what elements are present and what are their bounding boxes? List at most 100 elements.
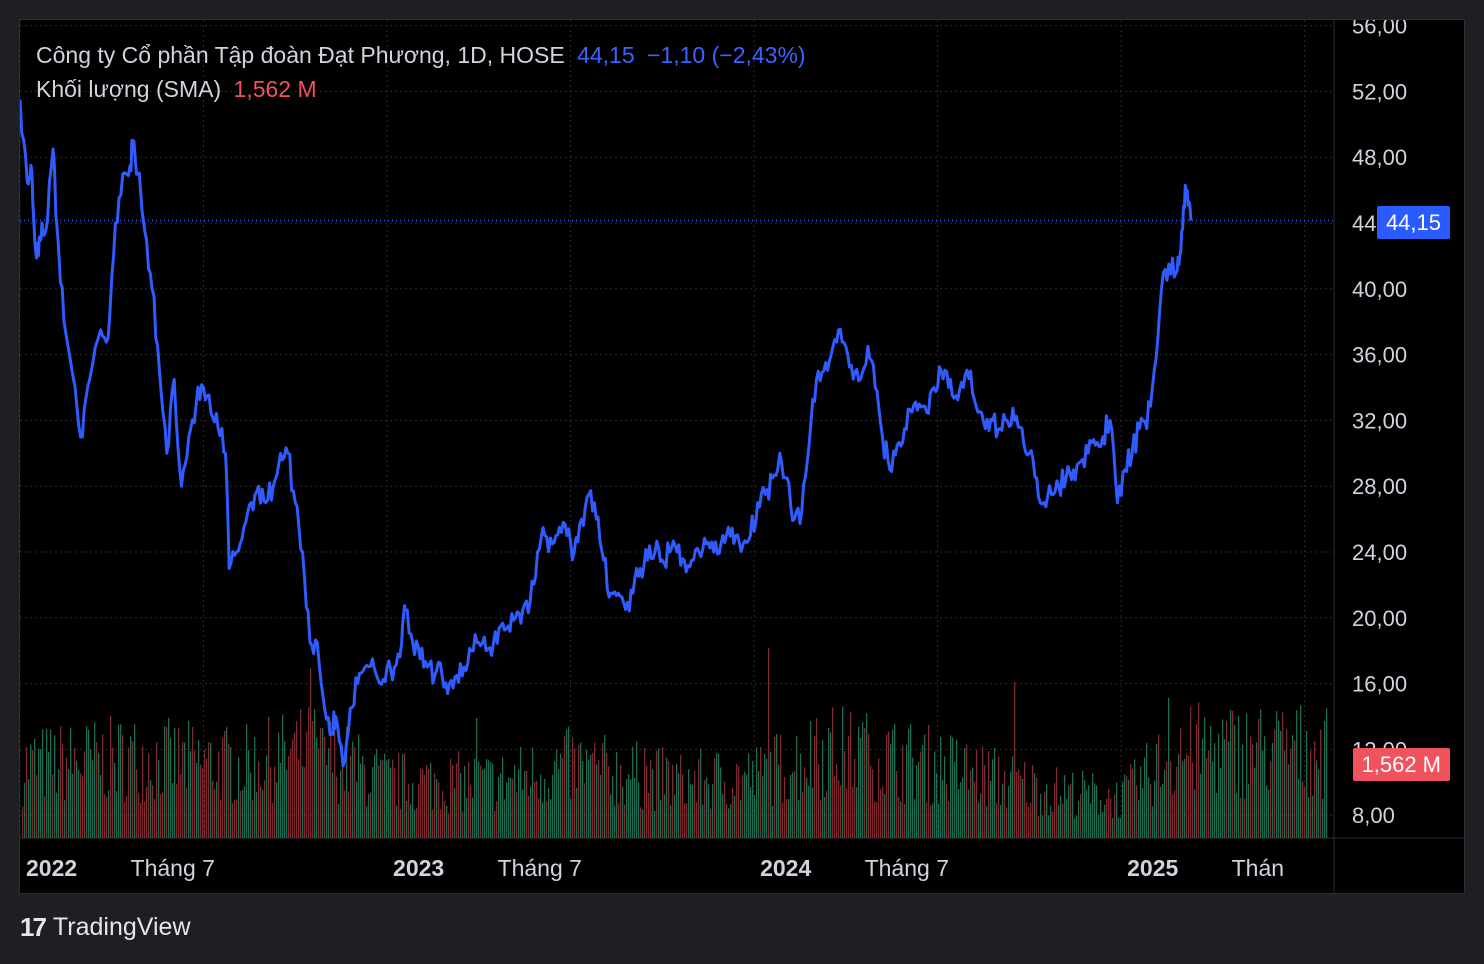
volume-bar bbox=[786, 798, 788, 838]
volume-bar bbox=[552, 774, 554, 838]
volume-bar bbox=[834, 776, 836, 838]
volume-bar bbox=[956, 739, 958, 838]
volume-bar bbox=[660, 800, 662, 838]
volume-bar bbox=[426, 764, 428, 838]
symbol-legend: Công ty Cổ phần Tập đoàn Đạt Phương, 1D,… bbox=[36, 42, 812, 69]
volume-bar bbox=[486, 759, 488, 838]
price-series-line[interactable] bbox=[20, 99, 1193, 768]
volume-bar bbox=[336, 776, 338, 838]
volume-bar bbox=[438, 782, 440, 838]
volume-bar bbox=[1050, 805, 1052, 838]
tradingview-brand[interactable]: 17 TradingView bbox=[20, 912, 191, 943]
volume-bar bbox=[804, 767, 806, 838]
volume-bar bbox=[382, 759, 384, 838]
volume-bar bbox=[1168, 698, 1170, 838]
volume-bar bbox=[780, 734, 782, 838]
volume-bar bbox=[806, 778, 808, 838]
volume-bar bbox=[942, 779, 944, 838]
volume-bar bbox=[562, 758, 564, 838]
volume-bar bbox=[410, 804, 412, 838]
last-price-badge: 44,15 bbox=[1376, 206, 1450, 239]
volume-sma-value: 1,562 M bbox=[233, 76, 317, 102]
volume-bar bbox=[1198, 702, 1200, 838]
volume-bar bbox=[1130, 763, 1132, 838]
volume-bar bbox=[1132, 768, 1134, 838]
volume-bar bbox=[718, 753, 720, 838]
volume-bar bbox=[1180, 728, 1182, 838]
volume-bar bbox=[798, 799, 800, 838]
volume-bar bbox=[452, 765, 454, 838]
volume-bar bbox=[978, 802, 980, 838]
volume-bar bbox=[430, 762, 432, 838]
volume-bar bbox=[676, 764, 678, 838]
volume-bar bbox=[1224, 739, 1226, 838]
volume-bar bbox=[744, 771, 746, 838]
volume-bar bbox=[1012, 756, 1014, 838]
volume-bar bbox=[1126, 776, 1128, 838]
volume-bar bbox=[292, 739, 294, 838]
volume-bar bbox=[192, 726, 194, 838]
volume-label[interactable]: Khối lượng (SMA) bbox=[36, 76, 222, 102]
volume-bar bbox=[246, 724, 248, 838]
volume-bar bbox=[1306, 730, 1308, 838]
volume-bar bbox=[42, 729, 44, 838]
volume-bar bbox=[694, 770, 696, 838]
volume-bar bbox=[696, 802, 698, 838]
volume-bar bbox=[812, 787, 814, 838]
volume-bar bbox=[398, 753, 400, 838]
volume-bar bbox=[932, 802, 934, 838]
volume-bar bbox=[226, 727, 228, 838]
volume-bar bbox=[128, 747, 130, 838]
volume-bar bbox=[1242, 744, 1244, 838]
volume-bar bbox=[904, 803, 906, 838]
volume-bar bbox=[204, 749, 206, 838]
volume-bar bbox=[358, 734, 360, 838]
volume-bar bbox=[546, 801, 548, 838]
volume-bar bbox=[46, 728, 48, 838]
volume-bar bbox=[1216, 792, 1218, 838]
volume-bar bbox=[1164, 769, 1166, 838]
symbol-title[interactable]: Công ty Cổ phần Tập đoàn Đạt Phương, 1D,… bbox=[36, 42, 565, 68]
volume-bar bbox=[846, 788, 848, 838]
volume-bar bbox=[1118, 817, 1120, 838]
volume-bar bbox=[196, 763, 198, 838]
volume-bar bbox=[1288, 764, 1290, 838]
volume-bar bbox=[234, 799, 236, 838]
volume-bar bbox=[1254, 767, 1256, 838]
volume-bar bbox=[1286, 729, 1288, 838]
volume-bar bbox=[498, 776, 500, 838]
volume-bar bbox=[702, 804, 704, 838]
volume-bar bbox=[282, 714, 284, 838]
volume-bar bbox=[518, 769, 520, 838]
volume-bar bbox=[520, 746, 522, 838]
volume-bar bbox=[550, 799, 552, 838]
volume-bar bbox=[346, 726, 348, 838]
volume-bar bbox=[296, 721, 298, 838]
price-chart[interactable]: 56,0052,0048,0044,0040,0036,0032,0028,00… bbox=[20, 20, 1464, 893]
volume-bar bbox=[432, 809, 434, 838]
volume-bar bbox=[314, 709, 316, 838]
volume-bar bbox=[1092, 773, 1094, 838]
volume-bar bbox=[190, 751, 192, 838]
volume-bar bbox=[36, 775, 38, 838]
volume-bar bbox=[1262, 750, 1264, 838]
volume-bar bbox=[1314, 741, 1316, 838]
volume-bar bbox=[356, 781, 358, 838]
volume-bar bbox=[440, 809, 442, 838]
x-axis[interactable]: 2022 Tháng 7 2023 Tháng 7 2024 Tháng 7 2025 Thá… bbox=[26, 855, 1284, 881]
y-tick-label: 56,00 bbox=[1352, 20, 1407, 39]
volume-bar bbox=[906, 744, 908, 838]
volume-bar bbox=[1218, 733, 1220, 838]
volume-bar bbox=[1258, 718, 1260, 838]
volume-bar bbox=[586, 749, 588, 838]
volume-bar bbox=[536, 780, 538, 838]
volume-bar bbox=[1142, 788, 1144, 838]
y-axis[interactable]: 56,0052,0048,0044,0040,0036,0032,0028,00… bbox=[1352, 20, 1407, 828]
volume-bar bbox=[38, 748, 40, 838]
volume-bar bbox=[1232, 710, 1234, 838]
volume-bar bbox=[768, 648, 770, 838]
volume-bar bbox=[252, 800, 254, 838]
volume-bar bbox=[1000, 805, 1002, 838]
volume-bar bbox=[738, 766, 740, 838]
volume-bar bbox=[1072, 772, 1074, 838]
